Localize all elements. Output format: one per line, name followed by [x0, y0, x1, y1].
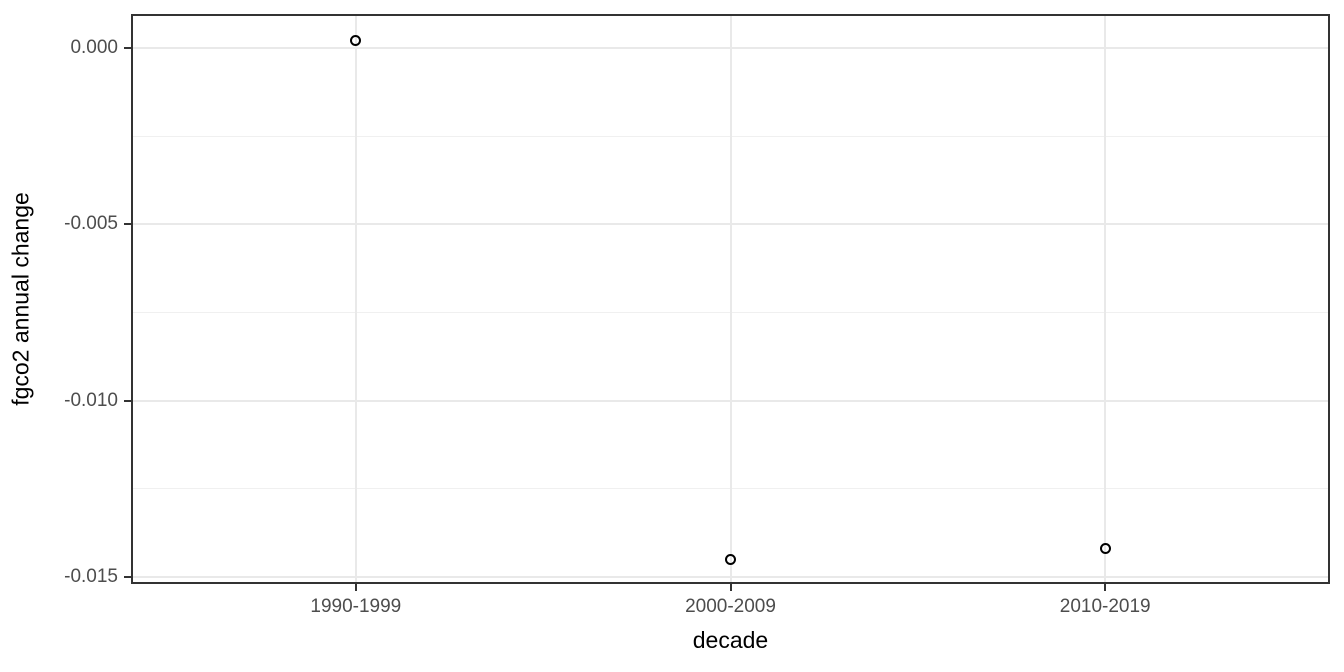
y-axis-tick: [124, 46, 131, 49]
y-axis-title: fgco2 annual change: [7, 192, 34, 406]
data-point: [350, 35, 362, 47]
data-point: [725, 553, 736, 565]
y-axis-tick-label: -0.010: [64, 389, 118, 411]
x-axis-tick-label: 2000-2009: [685, 596, 776, 617]
y-axis-tick-label: -0.015: [64, 565, 118, 587]
x-axis-tick: [354, 584, 357, 591]
data-point: [1099, 543, 1111, 555]
y-axis-tick-label: 0.000: [70, 36, 118, 58]
x-axis-tick: [729, 584, 732, 591]
x-axis-tick: [1104, 584, 1107, 591]
y-axis-tick: [124, 575, 131, 578]
gridline-major-vertical: [729, 14, 732, 584]
gridline-major-vertical: [1104, 14, 1107, 584]
x-axis-tick-label: 1990-1999: [310, 596, 402, 617]
y-axis-tick: [124, 399, 131, 402]
x-axis-title: decade: [692, 627, 769, 653]
x-axis-tick-label: 2010-2019: [1059, 596, 1151, 617]
plot-panel: [131, 14, 1330, 584]
gridline-major-vertical: [354, 14, 357, 584]
y-axis-tick-label: -0.005: [64, 213, 118, 235]
y-axis-tick: [124, 223, 131, 226]
